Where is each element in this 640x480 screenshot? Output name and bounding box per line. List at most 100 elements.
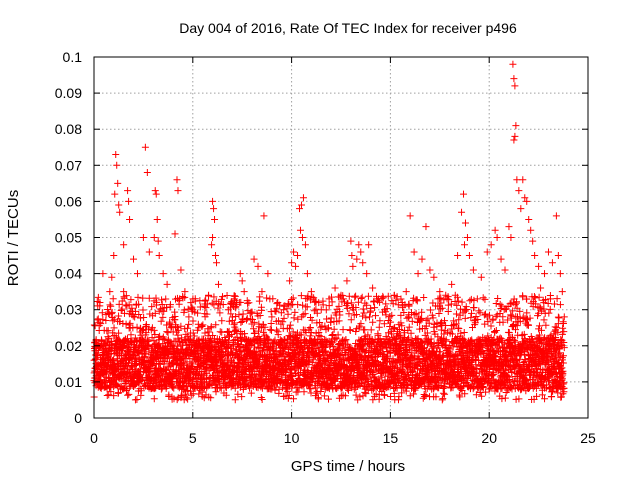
- data-points: [90, 60, 568, 404]
- data-point-144: [103, 392, 111, 400]
- data-point-1055: [186, 368, 194, 376]
- data-point-1095: [189, 384, 197, 392]
- data-point-45: [94, 315, 102, 323]
- data-point-1371: [215, 300, 223, 308]
- data-point-1594: [235, 311, 243, 319]
- data-point-218: [110, 392, 118, 400]
- data-point-1609: [236, 347, 244, 355]
- data-point-370: [124, 391, 132, 399]
- data-point-668: [151, 331, 159, 339]
- data-point-863: [168, 360, 176, 368]
- data-point-468: [132, 338, 140, 346]
- data-point-1657: [241, 330, 249, 338]
- data-point-1292: [207, 323, 215, 331]
- data-point-490: [135, 300, 143, 308]
- data-point-1233: [202, 364, 210, 372]
- data-point-930: [174, 326, 182, 334]
- data-point-539: [139, 306, 147, 314]
- data-point-1415: [219, 293, 227, 301]
- data-point-1212: [200, 394, 208, 402]
- data-point-1466: [223, 292, 231, 300]
- data-point-1198: [199, 321, 207, 329]
- data-point-574: [142, 329, 150, 337]
- data-point-1115: [191, 295, 199, 303]
- data-point-1158: [195, 355, 203, 363]
- data-point-384: [125, 390, 133, 398]
- data-point-1287: [207, 337, 215, 345]
- data-point-965: [178, 391, 186, 399]
- data-point-416: [128, 304, 136, 312]
- data-point-1028: [183, 324, 191, 332]
- data-point-1562: [232, 325, 240, 333]
- data-point-299: [117, 306, 125, 314]
- data-point-1189: [198, 323, 206, 331]
- data-point-1514: [228, 331, 236, 339]
- data-point-429: [129, 324, 137, 332]
- data-point-664: [150, 395, 158, 403]
- data-point-149: [104, 305, 112, 313]
- data-point-537: [139, 294, 147, 302]
- data-point-317: [119, 319, 127, 327]
- data-point-898: [172, 321, 180, 329]
- data-point-407: [127, 331, 135, 339]
- data-point-1338: [212, 321, 220, 329]
- data-point-405: [127, 296, 135, 304]
- data-point-741: [157, 317, 165, 325]
- data-point-193: [108, 310, 116, 318]
- data-point-391: [126, 369, 134, 377]
- data-point-1244: [203, 310, 211, 318]
- data-point-1403: [218, 352, 226, 360]
- data-point-1016: [182, 394, 190, 402]
- data-point-1560: [232, 304, 240, 312]
- data-point-270: [115, 329, 123, 337]
- data-point-510: [137, 314, 145, 322]
- data-point-1584: [234, 390, 242, 398]
- data-point-1253: [204, 325, 212, 333]
- data-point-90: [98, 309, 106, 317]
- data-point-841: [166, 301, 174, 309]
- data-point-882: [170, 395, 178, 403]
- data-point-1231: [202, 304, 210, 312]
- data-point-1555: [231, 396, 239, 404]
- data-point-833: [166, 346, 174, 354]
- data-point-756: [159, 313, 167, 321]
- data-point-482: [134, 293, 142, 301]
- data-point-892: [171, 313, 179, 321]
- data-point-865: [169, 383, 177, 391]
- data-point-316: [119, 346, 127, 354]
- data-point-354: [122, 292, 130, 300]
- data-point-494: [135, 311, 143, 319]
- data-point-182: [107, 302, 115, 310]
- data-point-584: [143, 364, 151, 372]
- data-point-409: [127, 362, 135, 370]
- data-point-473: [133, 323, 141, 331]
- data-point-385: [125, 301, 133, 309]
- data-point-1613: [237, 298, 245, 306]
- data-point-1475: [224, 355, 232, 363]
- data-point-75: [97, 320, 105, 328]
- data-point-1348: [213, 361, 221, 369]
- data-point-633: [148, 303, 156, 311]
- data-point-269: [115, 312, 123, 320]
- data-point-1268: [205, 328, 213, 336]
- data-point-1487: [225, 317, 233, 325]
- data-point-1559: [232, 313, 240, 321]
- data-point-1676: [242, 377, 250, 385]
- data-point-1414: [218, 354, 226, 362]
- data-point-214: [109, 356, 117, 364]
- data-point-1685: [243, 314, 251, 322]
- data-point-988: [180, 361, 188, 369]
- data-point-1399: [217, 384, 225, 392]
- data-point-252: [113, 381, 121, 389]
- data-point-513: [137, 367, 145, 375]
- data-point-1640: [239, 310, 247, 318]
- data-point-1505: [227, 310, 235, 318]
- data-point-278: [115, 300, 123, 308]
- data-point-743: [158, 296, 166, 304]
- data-point-1226: [202, 296, 210, 304]
- data-point-1625: [238, 393, 246, 401]
- data-point-96: [99, 316, 107, 324]
- data-point-1092: [189, 329, 197, 337]
- data-point-458: [132, 307, 140, 315]
